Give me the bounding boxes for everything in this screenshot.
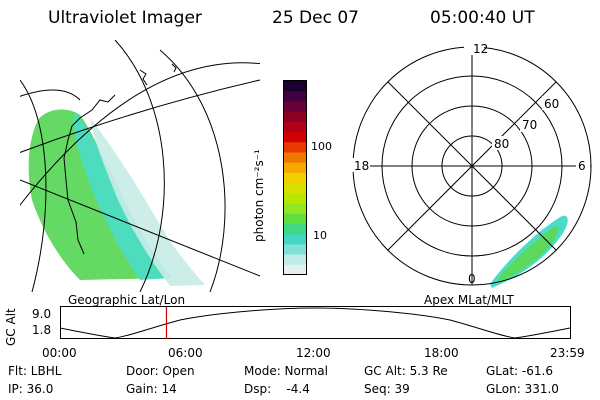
ip-status: IP: 36.0	[8, 382, 54, 396]
geographic-caption: Geographic Lat/Lon	[68, 293, 186, 307]
mlat-label-60: 60	[544, 97, 559, 111]
island-outline	[171, 63, 177, 73]
date-label: 25 Dec 07	[272, 8, 359, 28]
polar-plot: 12 18 6 0 60 70 80	[350, 44, 592, 288]
aurora-core-polar	[498, 226, 559, 282]
colorbar-swatch	[284, 81, 306, 92]
lon-line	[114, 40, 165, 292]
colorbar-swatch	[284, 254, 306, 266]
time-tick-1800: 18:00	[424, 346, 459, 360]
colorbar-swatch	[284, 183, 306, 194]
colorbar-swatch	[284, 223, 306, 235]
label-bg	[464, 44, 484, 55]
colorbar-unit-label: photon cm⁻²s⁻¹	[252, 149, 266, 242]
colorbar-swatch	[284, 142, 306, 153]
colorbar-swatch	[284, 111, 306, 123]
mlat-label-70: 70	[522, 118, 537, 132]
colorbar-tick-10: 10	[313, 229, 327, 242]
lat-line	[20, 62, 260, 206]
colorbar-swatch	[284, 172, 306, 184]
colorbar-swatch	[284, 101, 306, 113]
time-label: 05:00:40 UT	[430, 8, 535, 28]
glon-status: GLon: 331.0	[486, 382, 559, 396]
lat-line	[20, 79, 260, 153]
aurora-edge-geographic	[73, 112, 172, 280]
colorbar	[283, 80, 307, 275]
label-bg	[492, 136, 512, 150]
colorbar-swatch	[284, 121, 306, 133]
mlt-label-0: 0	[468, 272, 476, 286]
instrument-title: Ultraviolet Imager	[48, 8, 202, 28]
time-tick-0000: 00:00	[42, 346, 77, 360]
label-bg	[350, 158, 370, 172]
colorbar-swatch	[284, 213, 306, 225]
label-bg	[576, 158, 590, 172]
colorbar-swatch	[284, 152, 306, 164]
aurora-fringe-geographic	[90, 118, 205, 286]
lon-line	[159, 49, 226, 292]
colorbar-swatch	[284, 203, 306, 215]
mlt-label-18: 18	[354, 159, 369, 173]
island-outline	[139, 69, 148, 86]
altitude-frame	[60, 306, 571, 339]
altitude-axis-title: GC Alt	[4, 308, 18, 346]
mlt-label-6: 6	[578, 159, 586, 173]
lon-line	[20, 79, 47, 292]
colorbar-swatch	[284, 193, 306, 205]
time-tick-0600: 06:00	[168, 346, 203, 360]
mode-status: Mode: Normal	[244, 364, 328, 378]
coastline	[63, 94, 116, 255]
colorbar-tick-100: 100	[311, 140, 332, 153]
seq-status: Seq: 39	[364, 382, 410, 396]
colorbar-swatch	[284, 234, 306, 245]
mlat-label-80: 80	[494, 137, 509, 151]
colorbar-swatch	[284, 244, 306, 256]
altitude-curve	[60, 307, 571, 339]
colorbar-frame	[283, 80, 307, 275]
glat-status: GLat: -61.6	[486, 364, 553, 378]
colorbar-swatch	[284, 162, 306, 174]
gain-status: Gain: 14	[126, 382, 177, 396]
lat-line	[20, 89, 81, 101]
altitude-tick-high: 9.0	[32, 307, 52, 321]
door-status: Door: Open	[126, 364, 195, 378]
altitude-tick-low: 1.8	[32, 323, 52, 337]
apex-caption: Apex MLat/MLT	[424, 293, 514, 307]
mlt-line	[387, 81, 557, 251]
altitude-strip	[60, 306, 571, 339]
colorbar-swatch	[284, 132, 306, 143]
filter-status: Flt: LBHL	[8, 364, 62, 378]
colorbar-swatch	[284, 91, 306, 102]
time-tick-1200: 12:00	[296, 346, 331, 360]
label-bg	[520, 118, 540, 132]
time-tick-2359: 23:59	[550, 346, 585, 360]
geographic-map	[20, 40, 260, 292]
gc-alt-status: GC Alt: 5.3 Re	[364, 364, 448, 378]
colorbar-swatch	[284, 264, 306, 275]
label-bg	[542, 96, 562, 110]
dsp-status: Dsp: -4.4	[244, 382, 310, 396]
lat-line	[20, 179, 260, 277]
mlt-label-12: 12	[473, 44, 488, 56]
